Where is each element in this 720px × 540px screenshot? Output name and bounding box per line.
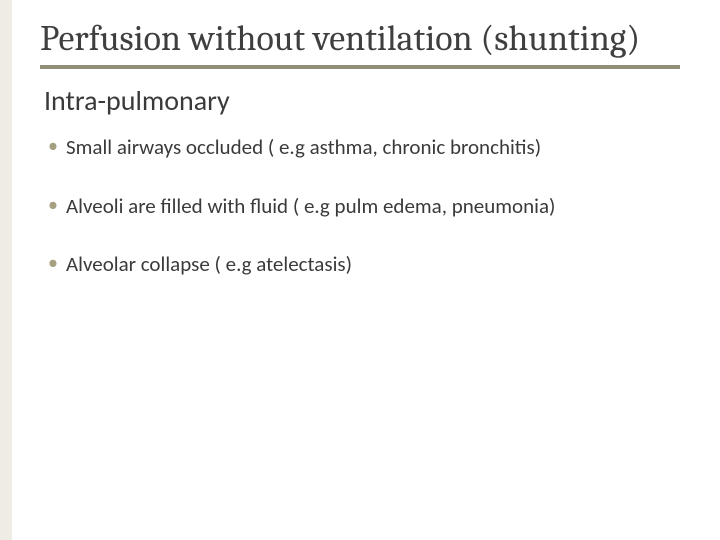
list-item: Alveolar collapse ( e.g atelectasis) [44, 251, 680, 277]
title-underline [40, 65, 680, 69]
slide-container: Perfusion without ventilation (shunting)… [12, 0, 720, 540]
bullet-list: Small airways occluded ( e.g asthma, chr… [44, 134, 680, 277]
slide-subtitle: Intra-pulmonary [44, 83, 680, 118]
list-item: Alveoli are filled with fluid ( e.g pulm… [44, 193, 680, 219]
left-accent-bar [0, 0, 12, 540]
list-item: Small airways occluded ( e.g asthma, chr… [44, 134, 680, 160]
slide-title: Perfusion without ventilation (shunting) [40, 18, 680, 59]
